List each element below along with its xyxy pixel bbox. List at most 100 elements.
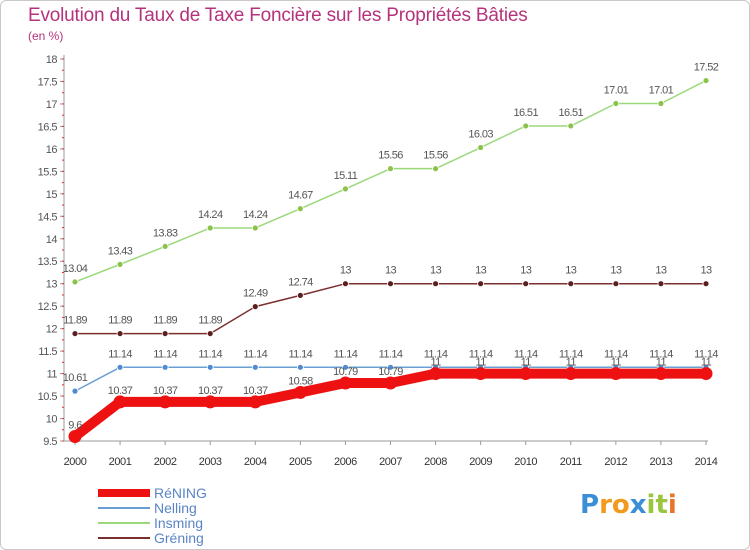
y-tick-label: 11 bbox=[47, 369, 58, 381]
data-point bbox=[564, 367, 578, 381]
data-point bbox=[342, 280, 349, 288]
data-point bbox=[699, 367, 713, 381]
data-point bbox=[567, 122, 575, 130]
data-point bbox=[432, 165, 439, 173]
data-point bbox=[342, 185, 349, 193]
y-tick-label: 10 bbox=[46, 414, 58, 426]
data-label: 11.89 bbox=[198, 315, 222, 327]
data-label: 11.14 bbox=[469, 348, 493, 360]
y-tick-label: 16.5 bbox=[38, 121, 58, 133]
data-label: 13.83 bbox=[153, 227, 178, 239]
data-point bbox=[251, 363, 259, 371]
data-point bbox=[161, 330, 169, 337]
legend-swatch-nelling bbox=[98, 507, 150, 509]
data-label: 17.01 bbox=[649, 84, 674, 96]
data-label: 16.51 bbox=[513, 107, 538, 119]
data-label: 11.14 bbox=[243, 348, 267, 360]
data-label: 17.01 bbox=[604, 84, 629, 96]
legend-label-insming: Insming bbox=[154, 515, 204, 531]
data-point bbox=[477, 280, 485, 288]
data-label: 14.24 bbox=[198, 209, 223, 221]
data-label: 13.43 bbox=[108, 245, 133, 257]
y-tick-label: 9.5 bbox=[43, 436, 57, 448]
data-label: 10.79 bbox=[333, 366, 358, 378]
x-tick-label: 2010 bbox=[514, 456, 537, 468]
y-tick-label: 14 bbox=[46, 234, 58, 246]
logo-letter: r bbox=[599, 490, 612, 520]
logo-letter: i bbox=[646, 490, 656, 520]
data-point bbox=[251, 303, 259, 311]
data-label: 13 bbox=[655, 265, 667, 277]
data-label: 10.37 bbox=[153, 385, 178, 397]
data-label: 13 bbox=[700, 265, 712, 277]
x-tick-label: 2013 bbox=[649, 456, 672, 468]
data-label: 11.89 bbox=[153, 315, 177, 327]
x-tick-label: 2009 bbox=[469, 456, 492, 468]
data-point bbox=[113, 395, 127, 409]
data-point bbox=[657, 100, 665, 107]
data-label: 17.52 bbox=[694, 62, 719, 74]
y-tick-label: 13 bbox=[46, 279, 58, 291]
data-point bbox=[116, 330, 124, 337]
data-label: 11 bbox=[566, 357, 577, 369]
data-label: 11 bbox=[521, 357, 532, 369]
x-tick-label: 2008 bbox=[424, 456, 447, 468]
data-label: 10.37 bbox=[198, 385, 223, 397]
data-point bbox=[702, 77, 710, 84]
legend-swatch-rening bbox=[98, 489, 150, 497]
data-point bbox=[477, 144, 485, 151]
data-label: 12.49 bbox=[243, 288, 268, 300]
data-point bbox=[293, 385, 307, 399]
data-point bbox=[71, 387, 79, 395]
data-point bbox=[387, 280, 394, 288]
data-point bbox=[387, 165, 394, 173]
data-label: 11.14 bbox=[379, 348, 403, 360]
data-label: 13 bbox=[565, 265, 577, 277]
logo-letter: t bbox=[655, 490, 668, 520]
data-label: 16.03 bbox=[468, 129, 493, 141]
y-tick-label: 17 bbox=[46, 99, 58, 111]
chart-title: Evolution du Taux de Taxe Foncière sur l… bbox=[28, 5, 528, 26]
data-point bbox=[71, 278, 79, 286]
y-tick-label: 12 bbox=[46, 324, 58, 336]
logo-letter: i bbox=[667, 490, 677, 520]
data-label: 16.51 bbox=[559, 107, 584, 119]
data-point bbox=[116, 260, 124, 268]
x-tick-label: 2003 bbox=[199, 456, 222, 468]
data-label: 12.74 bbox=[288, 276, 313, 288]
data-label: 13 bbox=[430, 265, 442, 277]
y-tick-label: 16 bbox=[46, 144, 58, 156]
logo-letter: x bbox=[629, 490, 647, 520]
data-label: 11 bbox=[656, 357, 667, 369]
data-point bbox=[522, 280, 530, 288]
x-tick-label: 2004 bbox=[244, 456, 267, 468]
data-point bbox=[296, 291, 304, 299]
x-tick-label: 2002 bbox=[154, 456, 177, 468]
data-point bbox=[654, 367, 668, 381]
data-point bbox=[657, 280, 665, 288]
data-label: 13 bbox=[475, 265, 487, 277]
data-point bbox=[206, 330, 214, 337]
series-line-insming bbox=[74, 79, 707, 283]
data-point bbox=[161, 363, 169, 371]
data-point bbox=[609, 367, 623, 381]
y-tick-label: 12.5 bbox=[38, 301, 58, 313]
data-label: 10.37 bbox=[108, 385, 133, 397]
x-tick-label: 2014 bbox=[695, 456, 718, 468]
data-label: 11.14 bbox=[604, 348, 628, 360]
data-label: 14.67 bbox=[288, 190, 313, 202]
data-label: 15.56 bbox=[378, 150, 403, 162]
data-point bbox=[342, 363, 349, 371]
data-label: 11.14 bbox=[559, 348, 583, 360]
data-label: 11 bbox=[611, 357, 622, 369]
data-point bbox=[206, 224, 214, 232]
data-label: 13 bbox=[385, 265, 397, 277]
data-label: 15.56 bbox=[423, 150, 448, 162]
data-point bbox=[158, 395, 172, 409]
data-label: 14.24 bbox=[243, 209, 268, 221]
data-point bbox=[519, 367, 533, 381]
data-point bbox=[612, 100, 620, 107]
chart-unit-label: (en %) bbox=[28, 29, 64, 43]
x-tick-label: 2011 bbox=[560, 456, 582, 468]
